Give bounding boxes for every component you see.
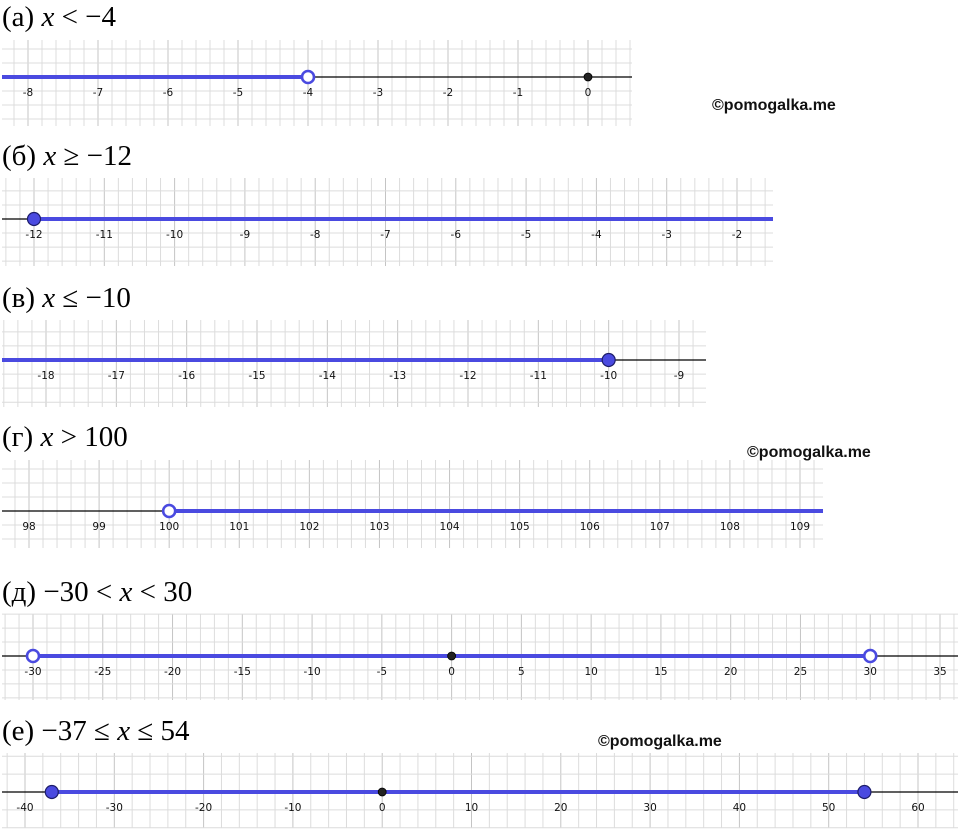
tick-label: 99 <box>92 521 105 533</box>
grid <box>2 40 632 126</box>
open-endpoint <box>161 503 177 519</box>
number-line-2: (б) x ≥ −12 -12 -11 -10 -9 -8 -7 -6 -5 -4 -3 -2 <box>2 140 773 266</box>
tick-label: 35 <box>933 666 946 678</box>
number-line-4: (г) x > 100 98 99 100 101 102 103 104 105 106 107 1… <box>2 421 823 548</box>
tick-label: -8 <box>23 87 33 99</box>
tick-label: 40 <box>733 802 746 814</box>
tick-label: 10 <box>465 802 478 814</box>
tick-label: 0 <box>379 802 386 814</box>
tick-label: 20 <box>724 666 737 678</box>
grid <box>2 460 823 548</box>
tick-label: -12 <box>25 229 42 241</box>
tick-label: -9 <box>674 370 684 382</box>
inequality-label: (д) −30 < x < 30 <box>2 576 192 608</box>
tick-label: 10 <box>584 666 597 678</box>
watermark: ©pomogalka.me <box>747 444 871 461</box>
tick-label: -40 <box>16 802 33 814</box>
tick-label: -4 <box>591 229 602 241</box>
tick-label: -11 <box>96 229 113 241</box>
inequality-label: (а) x < −4 <box>2 1 117 33</box>
tick-label: -10 <box>284 802 301 814</box>
number-line-6: (е) −37 ≤ x ≤ 54 -40 -30 -20 -10 0 10 20 30 40 50 6… <box>2 715 958 829</box>
tick-label: -14 <box>319 370 336 382</box>
watermark: ©pomogalka.me <box>598 733 722 750</box>
inequality-label: (б) x ≥ −12 <box>2 140 132 172</box>
tick-label: 5 <box>518 666 525 678</box>
tick-label: 106 <box>580 521 600 533</box>
tick-label: 105 <box>510 521 530 533</box>
tick-label: -18 <box>37 370 54 382</box>
tick-label: 108 <box>720 521 740 533</box>
tick-label: -6 <box>163 87 174 99</box>
tick-label: -11 <box>530 370 547 382</box>
tick-label: -16 <box>178 370 195 382</box>
grid <box>2 320 706 407</box>
tick-label: -15 <box>248 370 265 382</box>
tick-label: -12 <box>459 370 476 382</box>
tick-label: 102 <box>299 521 319 533</box>
closed-endpoint <box>26 211 42 227</box>
tick-label: -30 <box>106 802 123 814</box>
watermark: ©pomogalka.me <box>712 97 836 114</box>
tick-label: 109 <box>790 521 810 533</box>
tick-label: -20 <box>195 802 212 814</box>
open-endpoint <box>25 648 41 664</box>
tick-label: 30 <box>864 666 877 678</box>
tick-label: -4 <box>303 87 314 99</box>
number-line-3: (в) x ≤ −10 -18 -17 -16 -15 -14 -13 -12 -11 -10 -9 <box>2 282 706 407</box>
tick-label: 30 <box>643 802 656 814</box>
closed-endpoint <box>857 784 872 800</box>
open-endpoint <box>300 69 316 85</box>
tick-label: 104 <box>440 521 460 533</box>
inequality-label: (в) x ≤ −10 <box>2 282 131 314</box>
tick-label: -8 <box>310 229 320 241</box>
tick-label: -13 <box>389 370 406 382</box>
tick-label: -30 <box>24 666 41 678</box>
tick-label: 100 <box>159 521 179 533</box>
tick-label: -15 <box>234 666 251 678</box>
origin-point <box>583 72 593 82</box>
tick-label: 98 <box>22 521 35 533</box>
tick-label: 60 <box>911 802 924 814</box>
tick-label: -25 <box>94 666 111 678</box>
grid <box>2 178 773 266</box>
tick-label: 25 <box>794 666 807 678</box>
tick-label: -20 <box>164 666 181 678</box>
tick-label: 0 <box>585 87 592 99</box>
tick-label: -3 <box>661 229 671 241</box>
number-line-5: (д) −30 < x < 30 -30 -25 -20 -15 -10 -5 0 5 10 15 2… <box>2 576 958 700</box>
closed-endpoint <box>44 784 59 800</box>
tick-label: -10 <box>303 666 320 678</box>
origin-point <box>377 787 387 797</box>
tick-label: 15 <box>654 666 667 678</box>
tick-label: 20 <box>554 802 567 814</box>
tick-label: 103 <box>369 521 389 533</box>
tick-label: -7 <box>380 229 390 241</box>
tick-label: -17 <box>108 370 125 382</box>
inequality-label: (е) −37 ≤ x ≤ 54 <box>2 715 190 747</box>
tick-label: -5 <box>521 229 531 241</box>
tick-label: -10 <box>600 370 617 382</box>
open-endpoint <box>862 648 878 664</box>
tick-label: -10 <box>166 229 183 241</box>
tick-label: -3 <box>373 87 383 99</box>
tick-label: -6 <box>451 229 462 241</box>
origin-point <box>447 651 457 661</box>
closed-endpoint <box>601 352 616 368</box>
inequality-label: (г) x > 100 <box>2 421 128 453</box>
tick-label: 50 <box>822 802 835 814</box>
tick-label: -2 <box>732 229 742 241</box>
tick-label: 107 <box>650 521 670 533</box>
tick-label: -7 <box>93 87 103 99</box>
tick-label: 0 <box>448 666 455 678</box>
tick-label: -1 <box>513 87 523 99</box>
tick-label: -2 <box>443 87 453 99</box>
tick-label: -5 <box>377 666 387 678</box>
tick-label: -9 <box>240 229 250 241</box>
tick-label: -5 <box>233 87 243 99</box>
number-line-1: (а) x < −4 -8 -7 -6 -5 -4 -3 -2 -1 0 <box>2 1 632 126</box>
tick-label: 101 <box>229 521 249 533</box>
